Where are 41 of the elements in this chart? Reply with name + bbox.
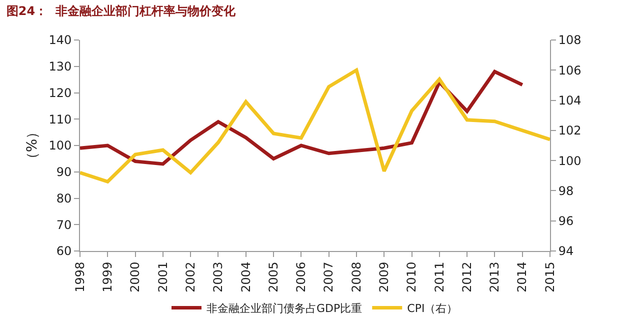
x-tick-label: 2009 <box>377 262 392 292</box>
y2-tick-label: 100 <box>558 154 582 168</box>
legend-label: 非金融企业部门债务占GDP比重 <box>206 302 362 315</box>
x-tick-label: 2006 <box>294 262 308 292</box>
chart-title: 图24： 非金融企业部门杠杆率与物价变化 <box>6 4 236 18</box>
x-tick-label: 2003 <box>211 262 226 292</box>
x-tick-label: 2013 <box>488 262 502 292</box>
y-tick-label: 60 <box>56 244 72 258</box>
line-series <box>80 70 524 166</box>
y-tick-label: 100 <box>48 138 72 153</box>
y2-tick-label: 108 <box>558 33 582 48</box>
x-tick-label: 1999 <box>100 262 115 292</box>
y-tick-label: 80 <box>56 191 72 206</box>
y-tick-label: 110 <box>48 112 72 126</box>
y-tick-label: 140 <box>48 33 72 48</box>
x-tick-label: 2015 <box>542 262 557 292</box>
x-tick-label: 2007 <box>322 262 336 292</box>
y-tick-label: 90 <box>56 165 72 180</box>
x-tick-label: 2004 <box>238 262 253 292</box>
y-tick-label: 130 <box>48 60 72 74</box>
x-tick-label: 1998 <box>72 262 87 292</box>
y2-tick-label: 106 <box>558 63 582 78</box>
y-tick-label: 70 <box>56 218 72 232</box>
x-tick-label: 2011 <box>432 262 446 292</box>
x-tick-label: 2010 <box>404 262 419 292</box>
y-tick-label: 120 <box>48 86 72 100</box>
legend-label: CPI（右） <box>407 302 458 315</box>
y-axis-title: （%） <box>24 124 40 166</box>
x-tick-label: 2005 <box>266 262 280 292</box>
y2-tick-label: 104 <box>558 93 582 108</box>
x-tick-label: 2001 <box>156 262 170 292</box>
y2-tick-label: 94 <box>558 244 574 258</box>
y2-tick-label: 98 <box>558 184 574 198</box>
y2-tick-label: 102 <box>558 124 582 138</box>
line-series <box>80 68 550 184</box>
x-tick-label: 2008 <box>349 262 364 292</box>
x-tick-label: 2000 <box>128 262 142 292</box>
x-tick-label: 2012 <box>460 262 474 292</box>
y2-tick-label: 96 <box>558 214 574 228</box>
x-tick-label: 2014 <box>515 262 530 292</box>
x-tick-label: 2002 <box>183 262 198 292</box>
